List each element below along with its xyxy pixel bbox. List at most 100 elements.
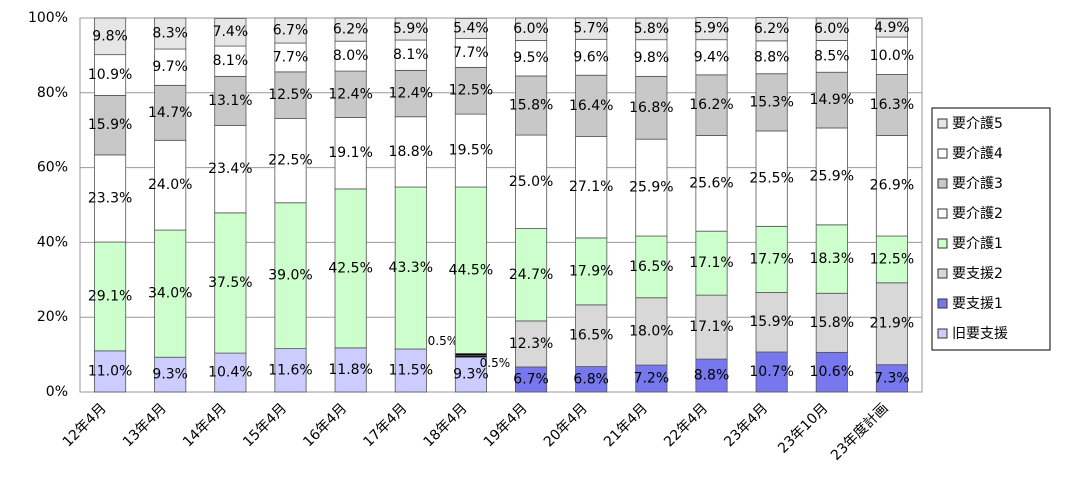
data-label: 44.5% [449,262,493,278]
data-label: 11.0% [88,363,132,379]
data-label: 10.4% [208,365,252,381]
data-label: 16.3% [870,97,914,113]
bar-segment [755,73,788,132]
bar-segment [394,17,427,41]
bar-segment [515,75,548,136]
data-label: 8.8% [754,49,790,65]
data-label: 25.9% [629,180,673,196]
legend-swatch [937,238,948,249]
bar-segment [454,17,487,39]
bar-segment [815,292,848,353]
bar-segment [154,139,187,231]
data-label: 18.0% [629,323,673,339]
data-label: 19.1% [328,145,372,161]
data-label: 11.5% [389,362,433,378]
data-label: 9.8% [92,28,128,44]
data-label: 10.9% [88,67,132,83]
data-label: 19.5% [449,143,493,159]
bar-segment [635,17,668,41]
x-tick-label: 14年4月 [180,400,230,450]
bar-segment [274,348,307,393]
x-tick-label: 20年4月 [541,400,591,450]
data-label: 43.3% [389,260,433,276]
data-label: 8.8% [694,368,730,384]
bar-segment [875,235,908,284]
data-label: 11.8% [328,362,372,378]
data-label: 6.0% [814,21,850,37]
data-label: 37.5% [208,275,252,291]
bar-segment [274,202,307,350]
bar-segment [274,71,307,120]
bar-segment [755,225,788,293]
data-label: 22.5% [268,153,312,169]
legend-label: 旧要支援 [952,326,1008,342]
bar-segment [154,48,187,86]
bar-segment [635,39,668,77]
data-label: 23.3% [88,190,132,206]
x-tick-label: 15年4月 [240,400,290,450]
y-tick-label: 0% [46,384,68,400]
data-label: 5.8% [634,21,670,37]
bar-segment [695,17,728,41]
bar-segment [695,230,728,296]
data-label: 27.1% [569,179,613,195]
data-label: 9.8% [634,50,670,66]
data-label: 11.6% [268,362,312,378]
data-label: 9.4% [694,49,730,65]
y-tick-label: 80% [37,85,68,101]
data-label: 29.1% [88,288,132,304]
legend-label: 要支援2 [952,266,1003,282]
data-label: 8.3% [152,26,188,42]
data-label: 5.9% [393,21,429,37]
bar-segment [515,40,548,77]
bar-segment [94,154,127,243]
bar-segment [815,127,848,226]
data-label: 6.7% [513,371,549,387]
plot-area [79,17,923,393]
bar-segment [274,42,307,73]
x-tick-label: 17年4月 [360,400,410,450]
data-label: 15.9% [749,314,793,330]
bar-segment [214,212,247,354]
x-tick-label: 16年4月 [300,400,350,450]
data-label: 24.7% [509,267,553,283]
data-label: 25.9% [810,168,854,184]
data-label: 42.5% [328,260,372,276]
data-label: 14.7% [148,105,192,121]
legend-swatch [937,298,948,309]
bar-segment [394,186,427,350]
data-label: 23.4% [208,161,252,177]
x-tick-label: 22年4月 [661,400,711,450]
data-label: 14.9% [810,92,854,108]
data-label: 18.8% [389,144,433,160]
data-label: 25.5% [749,171,793,187]
bar-segment [154,229,187,358]
bar-segment [815,71,848,129]
data-label: 7.2% [634,371,670,387]
data-label: 16.5% [569,328,613,344]
legend-label: 要介護4 [952,146,1003,162]
y-tick-label: 100% [28,10,68,26]
y-tick-label: 20% [37,309,68,325]
bar-segment [515,320,548,368]
data-label: 16.2% [689,97,733,113]
bar-segment [334,347,367,393]
data-label: 12.4% [389,86,433,102]
bar-segment [334,70,367,118]
bar-segment [454,66,487,115]
bar-segment [575,237,608,306]
data-label: 17.9% [569,263,613,279]
bar-segment [815,224,848,294]
legend-swatch [937,208,948,219]
bar-segment [755,130,788,227]
bar-segment [94,350,127,393]
data-label: 0.5% [480,356,511,370]
data-label: 6.7% [273,23,309,39]
legend-label: 要支援1 [952,296,1003,312]
data-label: 34.0% [148,286,192,302]
legend-label: 要介護1 [952,236,1003,252]
data-label: 7.7% [453,45,489,61]
data-label: 10.6% [810,364,854,380]
data-label: 13.1% [208,93,252,109]
x-tick-label: 23年度計画 [828,400,892,464]
